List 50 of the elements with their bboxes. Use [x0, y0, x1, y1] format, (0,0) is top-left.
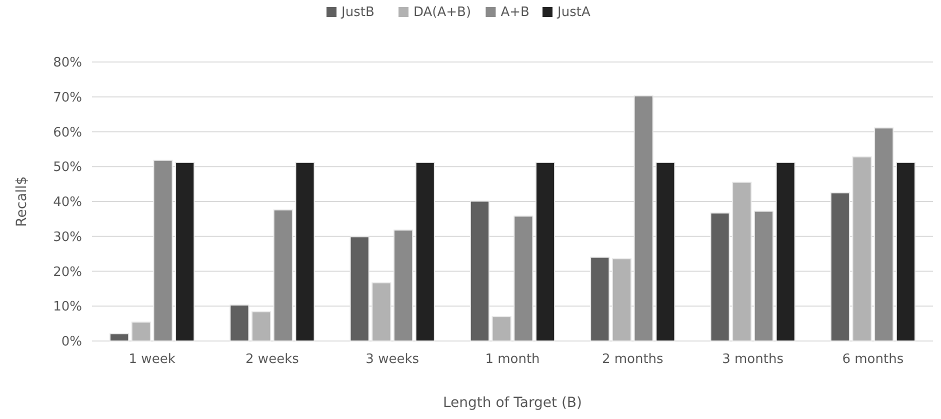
bar	[830, 192, 850, 342]
bar	[131, 322, 151, 342]
bar	[393, 230, 414, 342]
y-axis-title: Recall$	[14, 176, 30, 227]
x-tick-label: 3 months	[722, 352, 784, 367]
y-tick-label: 80%	[53, 56, 82, 71]
x-tick-label: 6 months	[842, 352, 904, 367]
bar	[415, 162, 435, 342]
x-axis-title: Length of Target (B)	[443, 395, 582, 411]
x-tick-label: 1 month	[485, 352, 540, 367]
x-tick-label: 1 week	[128, 352, 176, 367]
bar	[732, 182, 752, 342]
y-tick-label: 50%	[53, 160, 82, 176]
bar	[252, 311, 272, 342]
bar	[470, 200, 490, 342]
legend-label: DA(A+B)	[414, 5, 472, 20]
bar	[110, 333, 130, 342]
bar	[612, 258, 632, 342]
bar	[896, 162, 916, 342]
y-tick-label: 0%	[61, 334, 82, 350]
x-tick-label: 2 weeks	[246, 352, 300, 367]
bar	[295, 162, 315, 342]
y-tick-label: 70%	[53, 90, 82, 106]
y-tick-label: 10%	[53, 300, 82, 315]
y-tick-label: 20%	[53, 264, 82, 280]
bar	[776, 162, 796, 342]
bar	[852, 156, 872, 342]
y-tick-label: 30%	[53, 230, 82, 245]
bar	[874, 127, 894, 342]
bar	[350, 236, 370, 342]
x-tick-label: 3 weeks	[366, 352, 420, 367]
bar	[590, 256, 610, 342]
bar	[492, 316, 512, 342]
bar	[230, 304, 250, 342]
legend-label: JustB	[340, 5, 374, 20]
y-tick-label: 40%	[53, 195, 82, 210]
legend-label: JustA	[556, 5, 590, 20]
bar	[514, 216, 534, 342]
bar	[153, 160, 173, 342]
bar	[754, 210, 774, 342]
bar	[535, 162, 556, 342]
bar	[656, 162, 676, 342]
x-tick-label: 2 months	[602, 352, 664, 367]
bar	[175, 162, 195, 342]
legend-label: A+B	[500, 5, 530, 20]
bar	[273, 209, 293, 342]
bar	[372, 282, 392, 342]
bar	[710, 212, 730, 342]
bar	[634, 95, 654, 342]
y-tick-label: 60%	[53, 125, 82, 140]
